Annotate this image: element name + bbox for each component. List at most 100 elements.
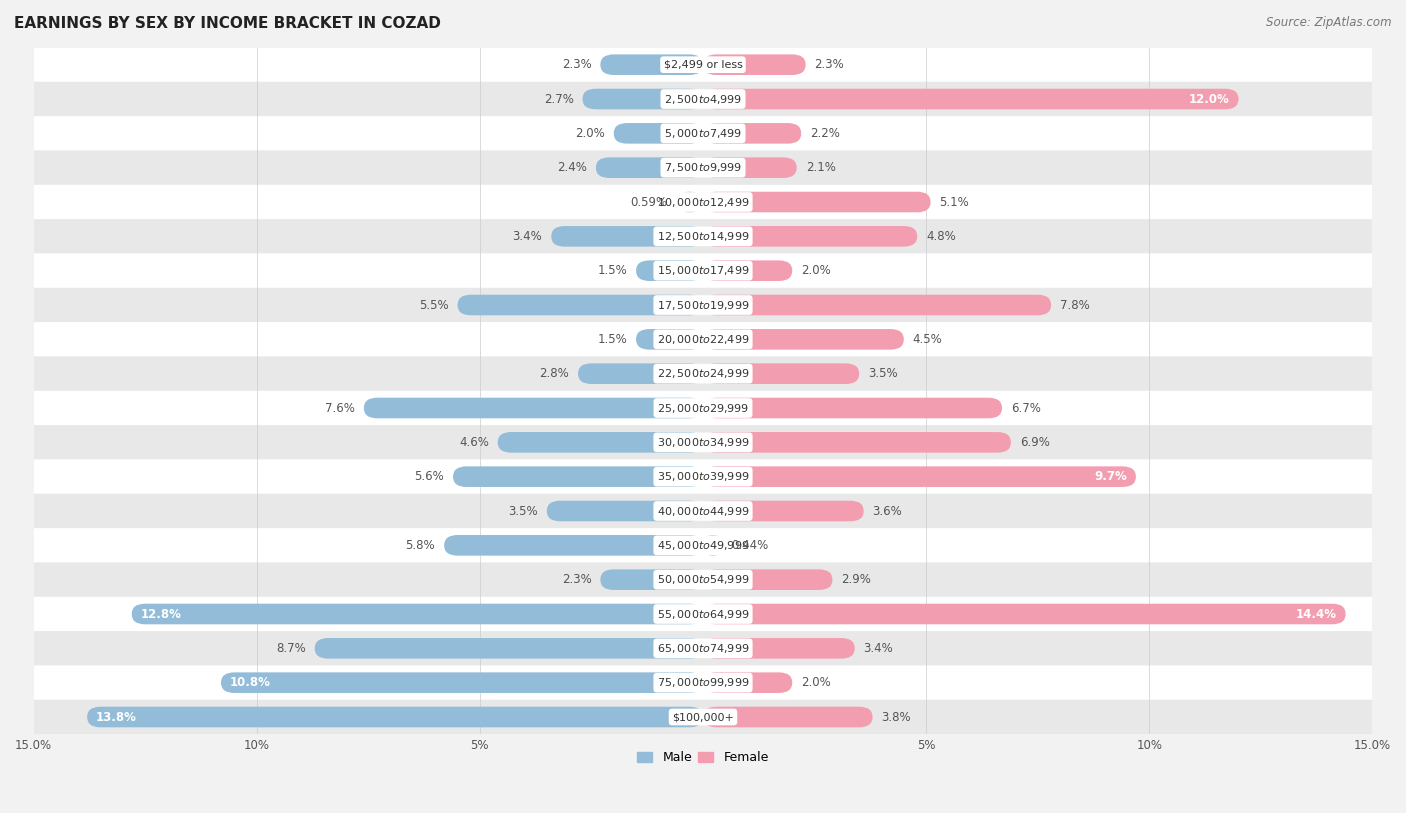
Text: 5.8%: 5.8% [405, 539, 436, 552]
Text: $22,500 to $24,999: $22,500 to $24,999 [657, 367, 749, 380]
FancyBboxPatch shape [34, 563, 1372, 597]
FancyBboxPatch shape [34, 254, 1372, 288]
FancyBboxPatch shape [703, 54, 806, 75]
FancyBboxPatch shape [703, 501, 863, 521]
Text: $25,000 to $29,999: $25,000 to $29,999 [657, 402, 749, 415]
FancyBboxPatch shape [444, 535, 703, 555]
FancyBboxPatch shape [703, 638, 855, 659]
Text: 1.5%: 1.5% [598, 264, 627, 277]
Text: 2.9%: 2.9% [841, 573, 872, 586]
Text: 2.7%: 2.7% [544, 93, 574, 106]
FancyBboxPatch shape [34, 493, 1372, 528]
Text: 2.0%: 2.0% [801, 264, 831, 277]
Text: $7,500 to $9,999: $7,500 to $9,999 [664, 161, 742, 174]
Text: $20,000 to $22,499: $20,000 to $22,499 [657, 333, 749, 346]
FancyBboxPatch shape [498, 432, 703, 453]
FancyBboxPatch shape [34, 459, 1372, 493]
FancyBboxPatch shape [703, 535, 723, 555]
FancyBboxPatch shape [596, 158, 703, 178]
FancyBboxPatch shape [364, 398, 703, 419]
FancyBboxPatch shape [703, 706, 873, 728]
FancyBboxPatch shape [676, 192, 703, 212]
Text: 2.8%: 2.8% [540, 367, 569, 380]
Text: 1.5%: 1.5% [598, 333, 627, 346]
FancyBboxPatch shape [34, 47, 1372, 82]
Text: $2,500 to $4,999: $2,500 to $4,999 [664, 93, 742, 106]
Text: 3.5%: 3.5% [868, 367, 898, 380]
Text: 4.6%: 4.6% [458, 436, 489, 449]
Text: 5.1%: 5.1% [939, 195, 969, 208]
Text: 7.6%: 7.6% [325, 402, 354, 415]
Text: 2.3%: 2.3% [561, 59, 592, 72]
FancyBboxPatch shape [703, 569, 832, 590]
FancyBboxPatch shape [600, 569, 703, 590]
FancyBboxPatch shape [703, 329, 904, 350]
FancyBboxPatch shape [457, 295, 703, 315]
FancyBboxPatch shape [703, 192, 931, 212]
Text: 2.0%: 2.0% [801, 676, 831, 689]
Text: 2.3%: 2.3% [561, 573, 592, 586]
FancyBboxPatch shape [34, 631, 1372, 666]
FancyBboxPatch shape [636, 329, 703, 350]
Text: 0.44%: 0.44% [731, 539, 769, 552]
Text: 6.9%: 6.9% [1019, 436, 1050, 449]
FancyBboxPatch shape [34, 528, 1372, 563]
FancyBboxPatch shape [34, 357, 1372, 391]
Text: $12,500 to $14,999: $12,500 to $14,999 [657, 230, 749, 243]
FancyBboxPatch shape [703, 89, 1239, 109]
FancyBboxPatch shape [703, 158, 797, 178]
Text: 2.1%: 2.1% [806, 161, 835, 174]
Text: 6.7%: 6.7% [1011, 402, 1040, 415]
FancyBboxPatch shape [34, 700, 1372, 734]
Text: Source: ZipAtlas.com: Source: ZipAtlas.com [1267, 16, 1392, 29]
Text: $65,000 to $74,999: $65,000 to $74,999 [657, 641, 749, 654]
Text: $30,000 to $34,999: $30,000 to $34,999 [657, 436, 749, 449]
Text: EARNINGS BY SEX BY INCOME BRACKET IN COZAD: EARNINGS BY SEX BY INCOME BRACKET IN COZ… [14, 16, 441, 31]
FancyBboxPatch shape [703, 398, 1002, 419]
Text: 12.0%: 12.0% [1189, 93, 1230, 106]
Text: 4.5%: 4.5% [912, 333, 942, 346]
Text: 9.7%: 9.7% [1094, 470, 1128, 483]
Text: $45,000 to $49,999: $45,000 to $49,999 [657, 539, 749, 552]
FancyBboxPatch shape [34, 288, 1372, 322]
Text: $17,500 to $19,999: $17,500 to $19,999 [657, 298, 749, 311]
FancyBboxPatch shape [34, 425, 1372, 459]
FancyBboxPatch shape [614, 123, 703, 144]
Text: $100,000+: $100,000+ [672, 712, 734, 722]
Text: 4.8%: 4.8% [927, 230, 956, 243]
Text: 2.3%: 2.3% [814, 59, 845, 72]
Text: 3.4%: 3.4% [863, 641, 893, 654]
Text: $15,000 to $17,499: $15,000 to $17,499 [657, 264, 749, 277]
FancyBboxPatch shape [315, 638, 703, 659]
Text: $75,000 to $99,999: $75,000 to $99,999 [657, 676, 749, 689]
FancyBboxPatch shape [703, 260, 792, 281]
Text: 10.8%: 10.8% [231, 676, 271, 689]
FancyBboxPatch shape [703, 604, 1346, 624]
FancyBboxPatch shape [453, 467, 703, 487]
FancyBboxPatch shape [703, 672, 792, 693]
Text: $50,000 to $54,999: $50,000 to $54,999 [657, 573, 749, 586]
FancyBboxPatch shape [551, 226, 703, 246]
Text: $40,000 to $44,999: $40,000 to $44,999 [657, 505, 749, 518]
Text: 0.59%: 0.59% [631, 195, 668, 208]
FancyBboxPatch shape [34, 82, 1372, 116]
Text: $5,000 to $7,499: $5,000 to $7,499 [664, 127, 742, 140]
FancyBboxPatch shape [34, 391, 1372, 425]
Text: 2.2%: 2.2% [810, 127, 839, 140]
FancyBboxPatch shape [34, 150, 1372, 185]
FancyBboxPatch shape [87, 706, 703, 728]
FancyBboxPatch shape [636, 260, 703, 281]
FancyBboxPatch shape [34, 597, 1372, 631]
Text: 5.5%: 5.5% [419, 298, 449, 311]
Text: $2,499 or less: $2,499 or less [664, 59, 742, 70]
Text: 2.4%: 2.4% [557, 161, 586, 174]
FancyBboxPatch shape [132, 604, 703, 624]
FancyBboxPatch shape [34, 322, 1372, 357]
Text: 3.5%: 3.5% [508, 505, 538, 518]
Text: 8.7%: 8.7% [276, 641, 305, 654]
Text: 3.6%: 3.6% [873, 505, 903, 518]
FancyBboxPatch shape [34, 666, 1372, 700]
FancyBboxPatch shape [578, 363, 703, 384]
FancyBboxPatch shape [703, 467, 1136, 487]
Text: 12.8%: 12.8% [141, 607, 181, 620]
